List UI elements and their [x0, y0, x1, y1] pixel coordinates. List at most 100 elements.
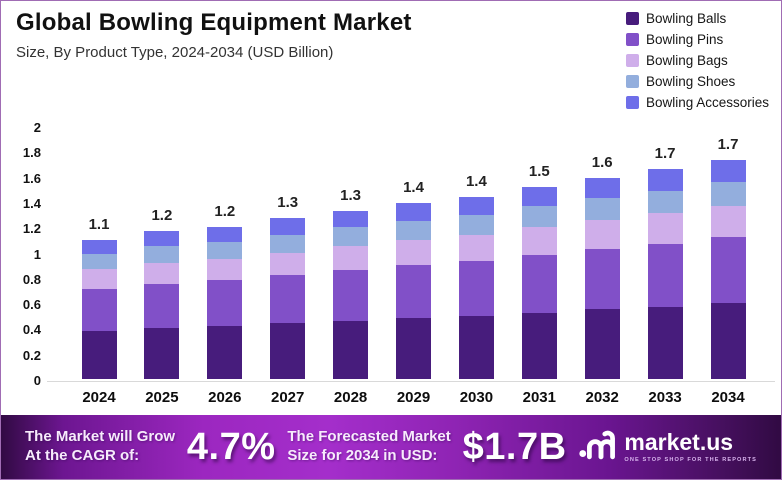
- bar-total-label: 1.2: [151, 207, 173, 224]
- bar-segment-bowling-accessories: [584, 177, 620, 199]
- y-tick-label: 1: [33, 246, 41, 262]
- bar-total-label: 1.1: [88, 215, 110, 233]
- bar-segment-bowling-bags: [81, 268, 117, 290]
- y-tick-label: 1.2: [22, 221, 41, 237]
- forecast-label-line1: The Forecasted Market: [287, 428, 451, 446]
- y-tick-label: 0.6: [22, 297, 41, 313]
- bar-stack: [521, 186, 557, 379]
- bar-total-label: 1.7: [717, 136, 739, 154]
- bar-segment-bowling-bags: [521, 227, 557, 256]
- bar-stack: [144, 231, 180, 379]
- bar-segment-bowling-pins: [584, 248, 620, 310]
- bar-segment-bowling-bags: [144, 262, 180, 285]
- bar-segment-bowling-pins: [333, 270, 369, 321]
- forecast-value: $1.7B: [462, 425, 567, 468]
- legend-label: Bowling Shoes: [645, 74, 736, 89]
- bar-segment-bowling-pins: [270, 275, 306, 324]
- legend-swatch: [625, 54, 639, 67]
- y-tick-label: 0.2: [22, 347, 41, 363]
- bar-total-label: 1.2: [214, 203, 236, 221]
- bar-segment-bowling-accessories: [333, 210, 369, 228]
- bar-segment-bowling-balls: [396, 318, 431, 379]
- bar-stack: [333, 210, 369, 379]
- forecast-label-line2: Size for 2034 in USD:: [287, 447, 438, 464]
- bar-segment-bowling-bags: [333, 246, 369, 271]
- bar-stack: [458, 196, 494, 379]
- bar-segment-bowling-accessories: [270, 218, 306, 235]
- cagr-label: The Market will Grow At the CAGR of:: [25, 428, 175, 466]
- bar-segment-bowling-pins: [81, 289, 117, 331]
- chart-subtitle: Size, By Product Type, 2024-2034 (USD Bi…: [16, 44, 334, 61]
- footer-banner: The Market will Grow At the CAGR of: 4.7…: [1, 415, 781, 479]
- bar-segment-bowling-pins: [710, 237, 746, 304]
- bar-segment-bowling-shoes: [396, 220, 431, 240]
- legend-item: Bowling Accessories: [625, 95, 769, 110]
- bar-segment-bowling-shoes: [710, 181, 746, 206]
- legend-label: Bowling Bags: [645, 53, 728, 68]
- bar-segment-bowling-balls: [207, 325, 243, 379]
- x-tick-label: 2026: [208, 389, 242, 406]
- bar-segment-bowling-balls: [333, 320, 369, 379]
- bar-segment-bowling-accessories: [207, 227, 243, 243]
- bar-segment-bowling-pins: [647, 243, 683, 307]
- x-tick-label: 2034: [711, 389, 745, 406]
- bar-segment-bowling-balls: [270, 323, 306, 379]
- bar-segment-bowling-shoes: [207, 242, 243, 259]
- x-tick-label: 2024: [82, 389, 116, 406]
- bar-segment-bowling-shoes: [647, 190, 683, 214]
- legend-swatch: [625, 75, 639, 88]
- bar-total-label: 1.7: [654, 145, 676, 163]
- y-tick-label: 0.4: [22, 322, 41, 338]
- x-tick-label: 2032: [585, 389, 619, 406]
- page-title: Global Bowling Equipment Market: [16, 9, 412, 36]
- bar-stack: [710, 160, 746, 379]
- y-tick-label: 2: [33, 120, 41, 135]
- bar-segment-bowling-accessories: [144, 231, 180, 247]
- x-tick-label: 2025: [145, 389, 179, 406]
- bar-total-label: 1.5: [528, 162, 550, 180]
- bar-segment-bowling-accessories: [396, 203, 431, 221]
- cagr-label-line1: The Market will Grow: [25, 428, 176, 446]
- x-tick-label: 2033: [648, 389, 682, 406]
- legend-item: Bowling Balls: [625, 11, 769, 26]
- bar-segment-bowling-bags: [710, 205, 746, 238]
- bar-segment-bowling-accessories: [521, 186, 557, 206]
- bar-segment-bowling-pins: [144, 284, 180, 329]
- bar-segment-bowling-accessories: [647, 169, 683, 191]
- bar-segment-bowling-pins: [458, 261, 494, 316]
- bar-segment-bowling-pins: [207, 280, 243, 326]
- y-tick-label: 1.4: [22, 195, 41, 211]
- bar-segment-bowling-balls: [81, 330, 117, 379]
- bar-segment-bowling-shoes: [584, 198, 620, 220]
- x-tick-label: 2029: [396, 389, 431, 406]
- cagr-label-line2: At the CAGR of:: [25, 447, 140, 464]
- bar-segment-bowling-bags: [458, 234, 494, 262]
- bar-total-label: 1.4: [465, 172, 487, 190]
- cagr-value: 4.7%: [186, 425, 276, 468]
- bar-segment-bowling-balls: [521, 313, 557, 379]
- bar-segment-bowling-bags: [647, 213, 683, 244]
- logo-wordmark: market.us: [624, 429, 734, 455]
- bar-segment-bowling-shoes: [144, 246, 180, 263]
- bar-total-label: 1.3: [340, 186, 362, 204]
- legend-swatch: [625, 12, 639, 25]
- bar-segment-bowling-shoes: [333, 227, 369, 247]
- bar-segment-bowling-shoes: [521, 205, 557, 228]
- y-tick-label: 1.8: [22, 145, 41, 161]
- bar-segment-bowling-bags: [584, 219, 620, 249]
- y-tick-label: 0: [33, 373, 41, 388]
- bar-stack: [81, 239, 117, 379]
- bar-stack: [396, 203, 431, 379]
- bar-segment-bowling-shoes: [81, 253, 117, 269]
- legend: Bowling Balls Bowling Pins Bowling Bags Bow…: [625, 11, 769, 116]
- y-tick-label: 0.8: [22, 271, 41, 287]
- bar-segment-bowling-balls: [144, 328, 180, 379]
- bar-total-label: 1.4: [403, 179, 424, 197]
- legend-item: Bowling Bags: [625, 53, 769, 68]
- forecast-label: The Forecasted Market Size for 2034 in U…: [287, 428, 450, 466]
- bar-segment-bowling-bags: [396, 239, 431, 266]
- bar-segment-bowling-accessories: [458, 196, 494, 215]
- bar-stack: [584, 177, 620, 379]
- x-tick-label: 2027: [271, 389, 305, 406]
